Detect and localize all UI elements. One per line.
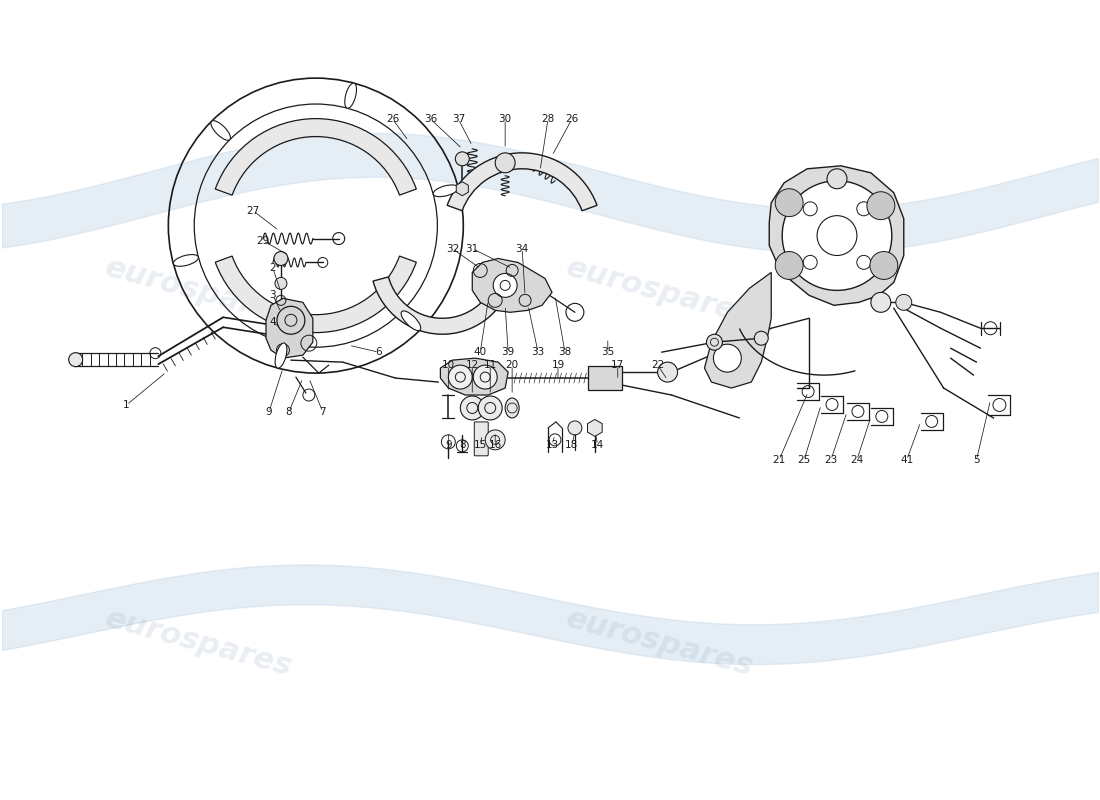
Text: 29: 29 (256, 235, 270, 246)
Circle shape (478, 396, 503, 420)
Circle shape (867, 192, 894, 220)
Text: 31: 31 (465, 243, 478, 254)
Text: 34: 34 (516, 243, 529, 254)
Text: 40: 40 (474, 347, 487, 357)
Text: 38: 38 (559, 347, 572, 357)
Text: 24: 24 (850, 454, 864, 465)
Ellipse shape (402, 311, 421, 330)
Circle shape (895, 294, 912, 310)
Text: 21: 21 (772, 454, 785, 465)
Text: 18: 18 (565, 440, 579, 450)
Text: 8: 8 (286, 407, 293, 417)
Circle shape (827, 169, 847, 189)
Circle shape (776, 189, 803, 217)
Text: eurospares: eurospares (102, 254, 296, 331)
Ellipse shape (275, 343, 287, 368)
Circle shape (776, 251, 803, 279)
Polygon shape (704, 273, 771, 388)
Circle shape (485, 430, 505, 450)
Text: 26: 26 (565, 114, 579, 124)
Polygon shape (769, 166, 904, 306)
Text: eurospares: eurospares (563, 604, 757, 682)
Text: 26: 26 (386, 114, 399, 124)
Text: 2: 2 (270, 263, 276, 274)
Wedge shape (216, 256, 417, 333)
Text: 13: 13 (546, 440, 559, 450)
Text: 19: 19 (551, 360, 564, 370)
Ellipse shape (344, 83, 356, 108)
Wedge shape (373, 272, 513, 334)
Circle shape (871, 292, 891, 312)
Text: 33: 33 (531, 347, 544, 357)
Text: 36: 36 (424, 114, 437, 124)
Ellipse shape (505, 398, 519, 418)
Text: 5: 5 (974, 454, 980, 465)
Text: 37: 37 (452, 114, 465, 124)
Circle shape (275, 278, 287, 290)
Text: 11: 11 (484, 360, 497, 370)
Text: 6: 6 (375, 347, 382, 357)
Circle shape (460, 396, 484, 420)
Text: 28: 28 (541, 114, 554, 124)
Text: 23: 23 (824, 454, 837, 465)
Text: 4: 4 (270, 318, 276, 327)
Polygon shape (587, 366, 621, 390)
Text: 7: 7 (319, 407, 326, 417)
Ellipse shape (211, 121, 231, 140)
Text: 30: 30 (498, 114, 512, 124)
Text: 8: 8 (459, 440, 465, 450)
Circle shape (714, 344, 741, 372)
Polygon shape (440, 358, 508, 395)
Text: 14: 14 (591, 440, 605, 450)
Ellipse shape (433, 185, 459, 197)
Polygon shape (266, 298, 312, 358)
Text: 1: 1 (123, 400, 130, 410)
Text: 10: 10 (442, 360, 455, 370)
Text: 9: 9 (446, 440, 452, 450)
FancyBboxPatch shape (474, 422, 488, 456)
Text: 17: 17 (612, 360, 625, 370)
Circle shape (755, 331, 768, 345)
Polygon shape (472, 258, 552, 312)
Circle shape (495, 153, 515, 173)
Circle shape (782, 181, 892, 290)
Text: 41: 41 (900, 454, 913, 465)
Circle shape (473, 365, 497, 389)
Circle shape (706, 334, 723, 350)
Wedge shape (448, 153, 597, 210)
Text: 25: 25 (798, 454, 811, 465)
Text: 15: 15 (474, 440, 487, 450)
Circle shape (870, 251, 898, 279)
Circle shape (449, 365, 472, 389)
Text: 27: 27 (246, 206, 260, 216)
Text: eurospares: eurospares (102, 604, 296, 682)
Circle shape (658, 362, 678, 382)
Text: 3: 3 (270, 290, 276, 300)
Circle shape (274, 251, 288, 266)
Circle shape (68, 353, 82, 366)
Text: 12: 12 (465, 360, 478, 370)
Text: 9: 9 (266, 407, 273, 417)
Text: 22: 22 (651, 360, 664, 370)
Text: 32: 32 (446, 243, 459, 254)
Circle shape (568, 421, 582, 435)
Ellipse shape (174, 254, 198, 266)
Circle shape (455, 152, 470, 166)
Wedge shape (216, 118, 417, 195)
Text: eurospares: eurospares (563, 254, 757, 331)
Text: 35: 35 (602, 347, 615, 357)
Text: 39: 39 (502, 347, 515, 357)
Circle shape (493, 274, 517, 298)
Text: 16: 16 (488, 440, 502, 450)
Text: 20: 20 (506, 360, 519, 370)
